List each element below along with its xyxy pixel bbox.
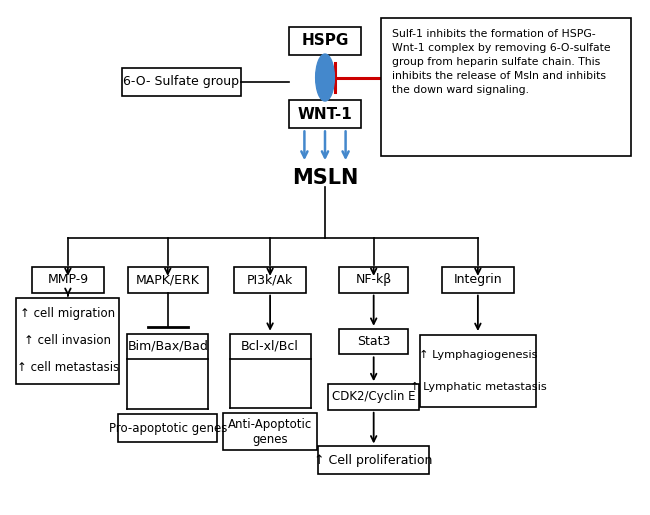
Text: 6-O- Sulfate group: 6-O- Sulfate group <box>124 76 239 89</box>
Text: Bcl-xl/Bcl: Bcl-xl/Bcl <box>241 340 299 353</box>
Ellipse shape <box>316 54 334 101</box>
FancyBboxPatch shape <box>127 334 208 359</box>
FancyBboxPatch shape <box>32 267 104 293</box>
FancyBboxPatch shape <box>16 298 120 384</box>
FancyBboxPatch shape <box>289 27 361 55</box>
Text: Integrin: Integrin <box>454 273 502 286</box>
FancyBboxPatch shape <box>128 267 208 293</box>
Text: Stat3: Stat3 <box>357 335 391 348</box>
Text: WNT-1: WNT-1 <box>298 107 352 122</box>
Text: ↑ cell metastasis: ↑ cell metastasis <box>17 362 119 374</box>
Text: ↑ cell migration: ↑ cell migration <box>20 307 116 320</box>
FancyBboxPatch shape <box>328 384 419 410</box>
Text: ↑ cell invasion: ↑ cell invasion <box>25 334 111 347</box>
Text: ↑ Lymphatic metastasis: ↑ Lymphatic metastasis <box>410 382 546 392</box>
Text: HSPG: HSPG <box>302 33 348 48</box>
FancyBboxPatch shape <box>234 267 306 293</box>
FancyBboxPatch shape <box>229 334 311 359</box>
FancyBboxPatch shape <box>339 329 408 354</box>
Text: Pro-apoptotic genes: Pro-apoptotic genes <box>109 422 227 435</box>
Text: Bim/Bax/Bad: Bim/Bax/Bad <box>127 340 208 353</box>
Text: ↑ Cell proliferation: ↑ Cell proliferation <box>315 454 433 467</box>
FancyBboxPatch shape <box>381 18 630 156</box>
Text: CDK2/Cyclin E: CDK2/Cyclin E <box>332 390 415 403</box>
FancyBboxPatch shape <box>318 447 429 474</box>
Text: MAPK/ERK: MAPK/ERK <box>136 273 200 286</box>
FancyBboxPatch shape <box>289 100 361 128</box>
Text: MMP-9: MMP-9 <box>47 273 88 286</box>
Text: Sulf-1 inhibits the formation of HSPG-
Wnt-1 complex by removing 6-O-sulfate
gro: Sulf-1 inhibits the formation of HSPG- W… <box>392 29 610 95</box>
Text: Anti-Apoptotic
genes: Anti-Apoptotic genes <box>228 418 312 445</box>
Text: Sulf-1: Sulf-1 <box>391 70 441 85</box>
FancyBboxPatch shape <box>420 335 536 407</box>
FancyBboxPatch shape <box>122 68 240 96</box>
Text: MSLN: MSLN <box>292 168 358 188</box>
FancyBboxPatch shape <box>224 413 317 450</box>
Text: NF-kβ: NF-kβ <box>356 273 392 286</box>
Text: ↑ Lymphagiogenesis: ↑ Lymphagiogenesis <box>419 350 537 360</box>
Text: PI3k/Ak: PI3k/Ak <box>247 273 293 286</box>
FancyBboxPatch shape <box>339 267 408 293</box>
FancyBboxPatch shape <box>442 267 514 293</box>
FancyBboxPatch shape <box>118 414 217 442</box>
